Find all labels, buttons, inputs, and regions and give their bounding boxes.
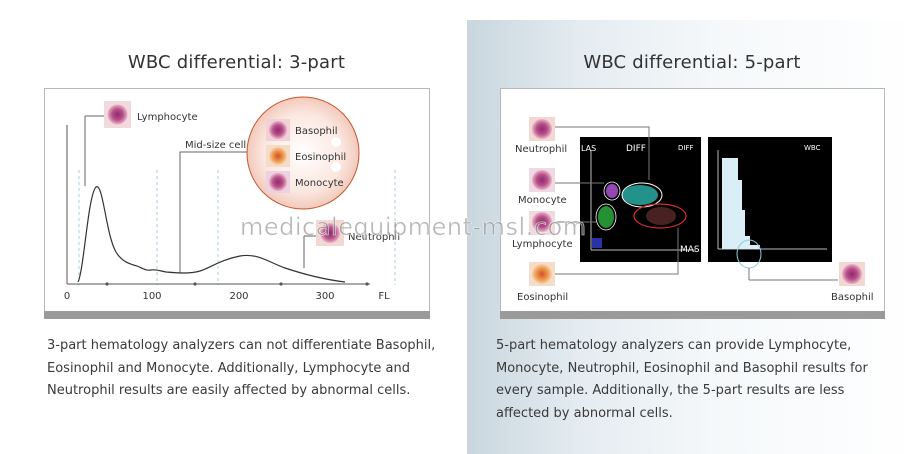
left-frame-base xyxy=(44,311,430,319)
tick-100: 100 xyxy=(142,291,161,302)
right-basophil-icon xyxy=(842,264,862,284)
label-basophil: Basophil xyxy=(295,126,338,137)
scatter-corner-label: DIFF xyxy=(678,144,694,152)
label-mid-size-cell: Mid-size cell xyxy=(185,140,246,151)
label-monocyte: Monocyte xyxy=(295,178,344,189)
tick-200: 200 xyxy=(229,291,248,302)
scatter-x-label: MAS xyxy=(680,245,700,255)
right-label-lymphocyte: Lymphocyte xyxy=(512,239,573,250)
histogram-corner-label: WBC xyxy=(804,144,821,152)
lymphocyte-cell-icon xyxy=(107,104,128,125)
label-eosinophil: Eosinophil xyxy=(295,152,346,163)
monocyte-cell-icon xyxy=(269,173,287,191)
label-neutrophil: Neutrophil xyxy=(348,232,400,243)
right-label-monocyte: Monocyte xyxy=(518,195,567,206)
scatter-y-label: LAS xyxy=(581,144,596,153)
right-label-basophil: Basophil xyxy=(831,292,874,303)
basophil-cell-icon xyxy=(269,121,287,139)
scatter-title: DIFF xyxy=(626,144,646,154)
axis-unit-fl: FL xyxy=(378,291,390,302)
watermark-text: medicalequipment-msl.com xyxy=(240,213,587,242)
right-monocyte-icon xyxy=(532,170,552,190)
wbc-histogram-bars xyxy=(722,158,760,249)
neutrophil-cell-icon xyxy=(320,223,340,243)
right-neutrophil-icon xyxy=(532,119,552,139)
right-frame-base xyxy=(500,311,885,319)
five-part-description: 5-part hematology analyzers can provide … xyxy=(496,338,868,421)
scatter-clusters xyxy=(592,181,687,248)
label-lymphocyte: Lymphocyte xyxy=(137,112,198,123)
tick-300: 300 xyxy=(315,291,334,302)
right-lymphocyte-icon xyxy=(532,212,552,232)
histogram-curve xyxy=(77,186,346,283)
right-eosinophil-icon xyxy=(532,264,552,284)
eosinophil-cell-icon xyxy=(269,147,287,165)
mid-size-cell-leader xyxy=(179,151,248,272)
three-part-description: 3-part hematology analyzers can not diff… xyxy=(47,338,436,398)
tick-0: 0 xyxy=(64,291,70,302)
axis-dots xyxy=(105,282,369,286)
left-panel-title: WBC differential: 3-part xyxy=(127,52,346,73)
right-panel-title: WBC differential: 5-part xyxy=(583,52,801,73)
right-label-eosinophil: Eosinophil xyxy=(517,292,568,303)
dashed-guides xyxy=(78,170,396,285)
right-label-neutrophil: Neutrophil xyxy=(515,144,567,155)
